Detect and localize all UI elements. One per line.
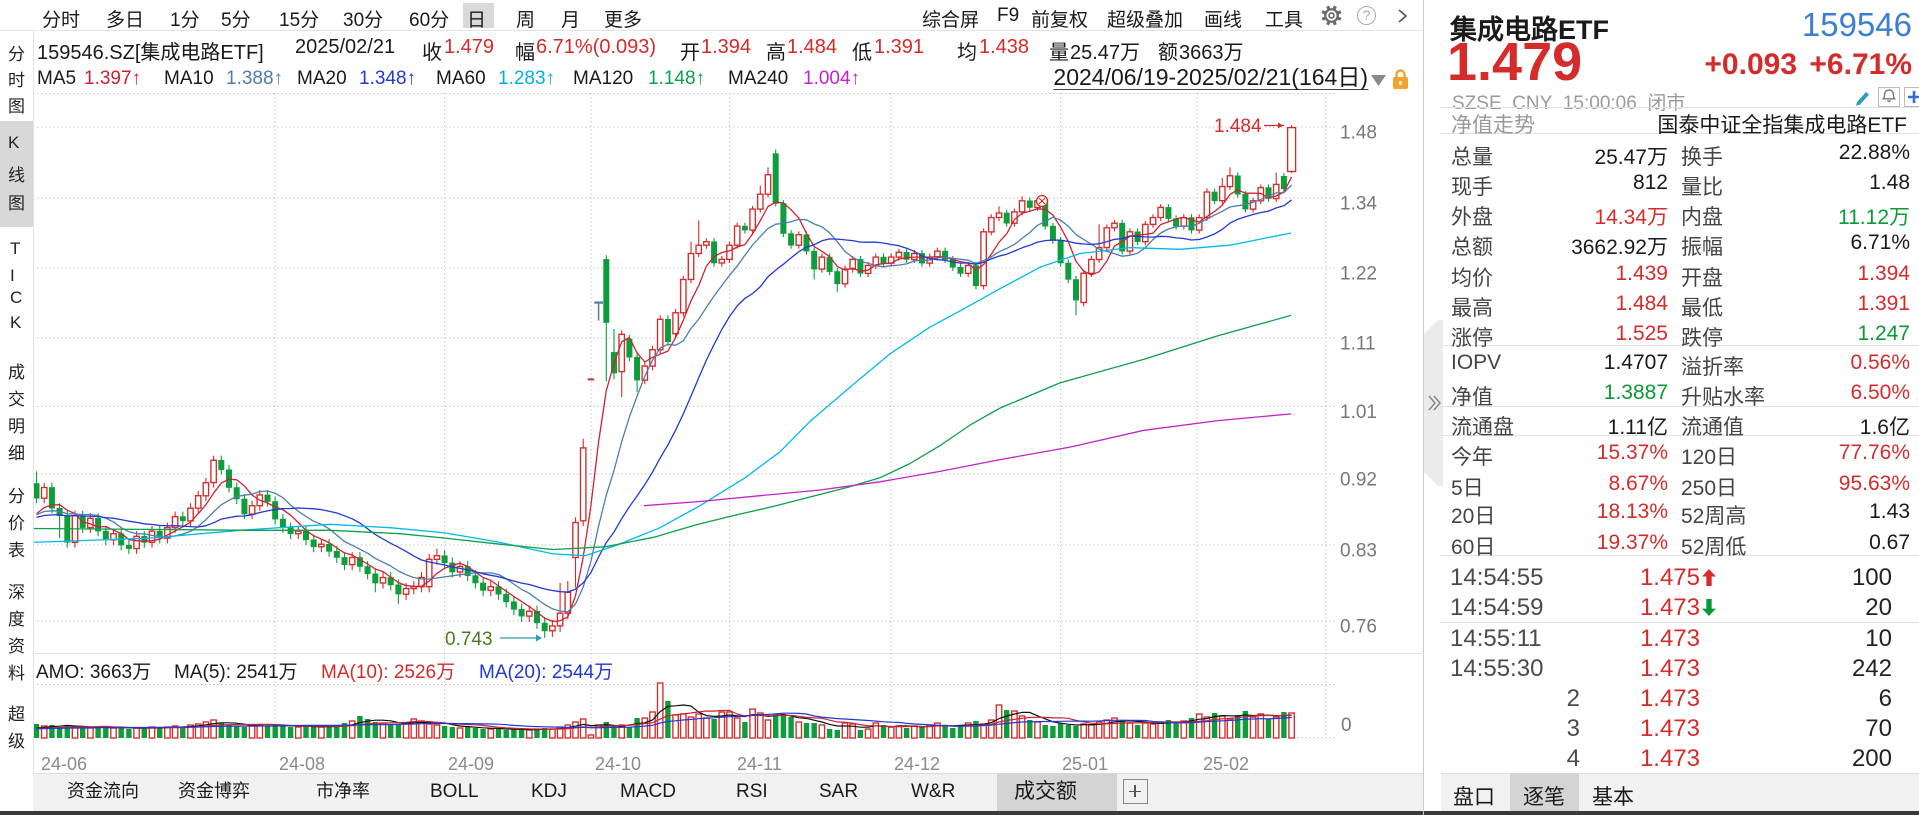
svg-text:1.01: 1.01 <box>1340 402 1377 423</box>
svg-text:24-10: 24-10 <box>595 754 641 774</box>
svg-text:24-11: 24-11 <box>737 754 782 774</box>
svg-text:0.743: 0.743 <box>445 629 493 650</box>
svg-text:0.76: 0.76 <box>1340 617 1377 638</box>
svg-text:1.34: 1.34 <box>1340 194 1377 215</box>
svg-text:AMO: 3663万: AMO: 3663万 <box>36 662 151 683</box>
svg-text:25-02: 25-02 <box>1203 754 1249 774</box>
svg-text:MA(5): 2541万: MA(5): 2541万 <box>174 662 298 683</box>
svg-text:0.92: 0.92 <box>1340 470 1377 491</box>
svg-text:24-06: 24-06 <box>41 754 87 774</box>
svg-text:25-01: 25-01 <box>1062 754 1108 774</box>
svg-text:1.484: 1.484 <box>1214 116 1262 137</box>
svg-text:MA(20): 2544万: MA(20): 2544万 <box>479 662 613 683</box>
svg-text:MA(10): 2526万: MA(10): 2526万 <box>321 662 455 683</box>
svg-text:1.22: 1.22 <box>1340 264 1377 285</box>
svg-text:1.11: 1.11 <box>1340 334 1376 355</box>
svg-text:0.83: 0.83 <box>1340 541 1377 562</box>
svg-text:1.48: 1.48 <box>1340 123 1377 144</box>
svg-text:0: 0 <box>1341 715 1352 736</box>
svg-text:24-09: 24-09 <box>448 754 494 774</box>
svg-text:24-08: 24-08 <box>279 754 325 774</box>
svg-text:24-12: 24-12 <box>894 754 940 774</box>
